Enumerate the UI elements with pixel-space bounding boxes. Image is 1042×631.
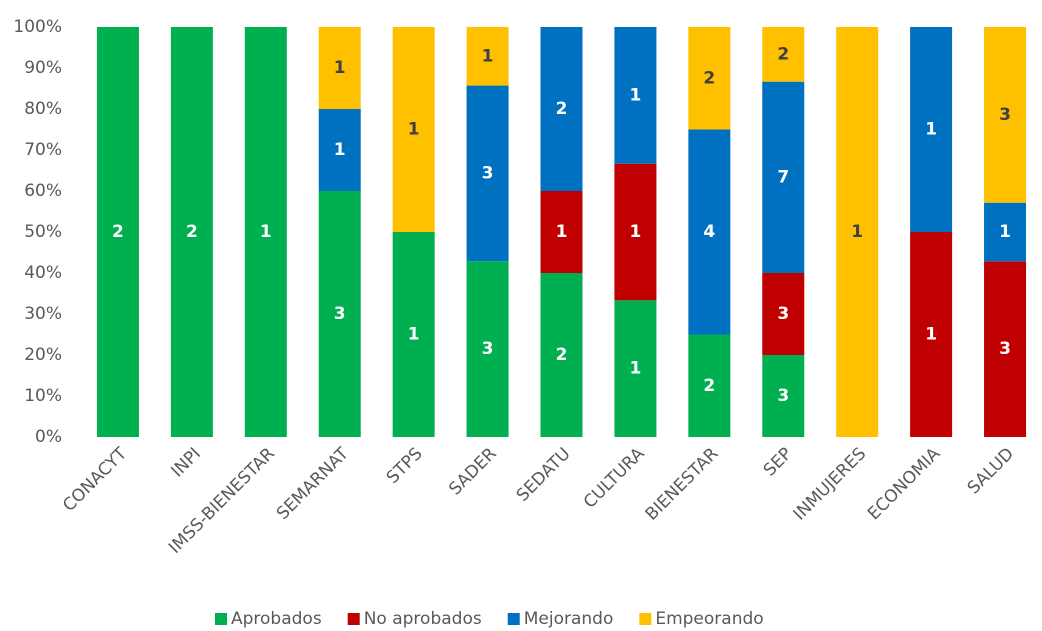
x-tick-label: CULTURA [580,444,649,513]
bar-segment [318,191,361,437]
bar-segment [762,355,805,437]
bar-segment [614,300,657,437]
bar-segment [984,27,1027,203]
data-label: 7 [777,167,789,187]
data-label: 1 [482,46,494,66]
data-label: 1 [334,140,346,160]
x-tick-label: SALUD [964,444,1018,498]
bar-segment [614,27,657,164]
x-tick-label: STPS [383,444,427,488]
legend-swatch [215,613,227,625]
data-label: 1 [556,222,568,242]
data-label: 1 [851,222,863,242]
bar-segment [466,85,509,262]
bar-segment [910,232,953,437]
data-label: 2 [556,99,568,119]
data-label: 1 [630,222,642,242]
data-label: 1 [999,222,1011,242]
bar-segment [540,273,583,437]
data-label: 2 [703,376,715,396]
y-tick-label: 60% [24,181,62,201]
bar-segment [170,27,213,437]
y-tick-label: 30% [24,304,62,324]
bar-segment [318,109,361,191]
bar-segment [836,27,879,437]
x-tick-label: SEDATU [513,444,575,506]
data-label: 3 [334,304,346,324]
data-label: 1 [260,222,272,242]
y-tick-label: 90% [24,58,62,78]
data-label: 1 [334,58,346,78]
data-label: 3 [999,339,1011,359]
data-label: 2 [703,68,715,88]
x-tick-label: SEMARNAT [273,444,353,524]
legend-label: No aprobados [364,609,482,629]
bar-segment [762,27,805,82]
bar-segment [318,27,361,109]
data-label: 3 [482,163,494,183]
data-label: 1 [925,120,937,140]
bar-segment [392,232,435,437]
legend-label: Aprobados [231,609,322,629]
bar-segment [466,27,509,86]
bar-segment [96,27,139,437]
x-tick-label: SEP [760,444,797,481]
bar-segment [466,261,509,437]
data-label: 1 [630,85,642,105]
bar-segment [540,27,583,191]
y-tick-label: 80% [24,99,62,119]
bar-segment [910,27,953,232]
legend-swatch [347,613,360,625]
legend-swatch [507,613,520,625]
legend-label: Empeorando [655,609,763,629]
bar-segment [540,191,583,273]
y-tick-label: 20% [24,345,62,365]
bar-segment [614,163,657,301]
data-label: 1 [408,120,420,140]
data-label: 3 [777,386,789,406]
data-label: 3 [999,105,1011,125]
data-label: 1 [630,359,642,379]
bar-segment [688,334,731,437]
data-label: 2 [556,345,568,365]
bar-segment [392,27,435,232]
bar-segment [984,261,1027,437]
data-label: 1 [408,325,420,345]
data-label: 3 [777,304,789,324]
legend-label: Mejorando [524,609,614,629]
bar-segment [984,202,1027,262]
y-tick-label: 50% [24,222,62,242]
y-tick-label: 10% [24,386,62,406]
x-tick-label: SADER [445,444,501,500]
data-label: 1 [925,325,937,345]
data-label: 3 [482,339,494,359]
legend-swatch [639,613,652,625]
y-tick-label: 70% [24,140,62,160]
data-label: 2 [777,44,789,64]
y-tick-label: 100% [13,17,62,37]
y-tick-label: 40% [24,263,62,283]
x-tick-label: BIENESTAR [642,444,723,525]
bar-segment [688,129,731,335]
bar-segment [244,27,287,437]
x-tick-label: INPI [167,444,204,481]
data-label: 4 [703,222,715,242]
x-tick-label: ECONOMIA [864,444,944,524]
x-tick-label: INMUJERES [790,444,871,525]
bar-segment [762,273,805,355]
bar-segment [762,81,805,274]
data-label: 2 [112,222,124,242]
bar-segment [688,27,731,130]
y-tick-label: 0% [35,427,62,447]
data-label: 2 [186,222,198,242]
x-tick-label: CONACYT [59,443,131,515]
